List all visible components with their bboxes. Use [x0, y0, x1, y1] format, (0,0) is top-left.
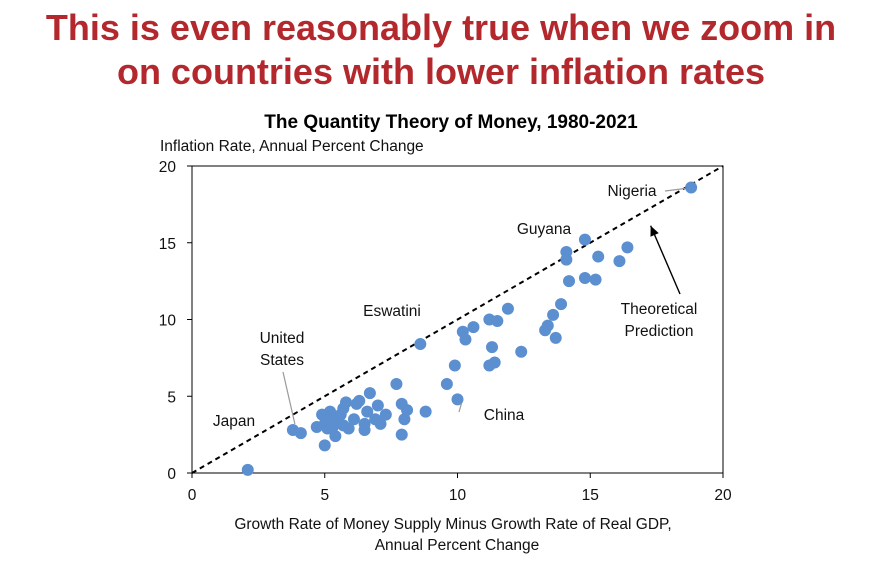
axis-ticks: 0 5 10 15 20 0 5 10 15 20 — [159, 159, 732, 504]
annotation-eswatini: Eswatini — [363, 303, 421, 320]
data-point-6 — [318, 439, 331, 452]
data-point-33 — [401, 404, 414, 417]
data-point-40 — [459, 333, 472, 346]
data-points — [241, 181, 698, 476]
data-point-58 — [578, 233, 591, 246]
theoretical-arrow-head — [650, 225, 659, 237]
data-point-62 — [621, 241, 634, 254]
data-point-50 — [541, 319, 554, 332]
annotation-leaders — [282, 187, 686, 425]
headline-line-2: on countries with lower inflation rates — [116, 51, 766, 92]
theoretical-prediction-line — [191, 165, 724, 474]
data-point-16 — [339, 396, 352, 409]
data-point-51 — [547, 308, 560, 321]
y-tick-label-5: 5 — [167, 389, 176, 406]
y-tick-label-0: 0 — [167, 466, 176, 483]
y-tick-label-15: 15 — [159, 236, 176, 253]
data-point-52 — [549, 331, 562, 344]
data-point-18 — [347, 413, 360, 426]
x-tick-label-20: 20 — [714, 487, 732, 504]
annotation-japan: Japan — [213, 413, 255, 430]
data-point-60 — [592, 250, 605, 263]
x-tick-label-0: 0 — [188, 487, 197, 504]
data-point-32 — [398, 413, 411, 426]
data-point-46 — [491, 315, 504, 328]
leader-china — [458, 403, 463, 413]
reference-45-line — [191, 165, 724, 474]
theoretical-arrow-shaft — [650, 225, 681, 295]
annotation-united-states-line-1: United — [260, 330, 305, 347]
data-point-44 — [486, 341, 499, 354]
data-point-55 — [560, 253, 573, 266]
data-point-11 — [329, 430, 342, 443]
leader-nigeria — [664, 187, 686, 192]
data-point-22 — [358, 424, 371, 437]
data-point-59 — [589, 273, 602, 286]
annotation-theoretical-line-2: Prediction — [625, 323, 694, 340]
x-tick-label-5: 5 — [320, 487, 329, 504]
data-point-56 — [563, 275, 576, 288]
annotation-china: China — [484, 407, 525, 424]
data-point-41 — [467, 321, 480, 334]
x-axis-label-line-1: Growth Rate of Money Supply Minus Growth… — [234, 516, 671, 533]
data-point-24 — [363, 387, 376, 400]
data-point-48 — [515, 345, 528, 358]
slide-headline: This is even reasonably true when we zoo… — [0, 6, 882, 94]
data-point-20 — [353, 394, 366, 407]
x-axis-label-line-2: Annual Percent Change — [375, 537, 540, 554]
chart-title: The Quantity Theory of Money, 1980-2021 — [264, 112, 638, 133]
data-point-37 — [448, 359, 461, 372]
data-point-28 — [379, 408, 392, 421]
data-point-61 — [613, 255, 626, 268]
data-point-57 — [578, 272, 591, 285]
data-point-63 — [685, 181, 698, 194]
data-point-2 — [294, 427, 307, 440]
y-tick-label-20: 20 — [159, 159, 177, 176]
data-point-35 — [419, 405, 432, 418]
leader-united-states — [282, 371, 296, 425]
data-point-47 — [501, 302, 514, 315]
data-point-38 — [451, 393, 464, 406]
annotation-united-states-line-2: States — [260, 352, 304, 369]
data-point-27 — [374, 417, 387, 430]
x-tick-label-10: 10 — [449, 487, 467, 504]
annotation-theoretical-line-1: Theoretical — [621, 301, 698, 318]
data-point-17 — [342, 422, 355, 435]
data-point-31 — [395, 428, 408, 441]
data-point-36 — [440, 377, 453, 390]
x-tick-label-15: 15 — [582, 487, 599, 504]
y-axis-label: Inflation Rate, Annual Percent Change — [160, 138, 424, 155]
data-point-53 — [555, 298, 568, 311]
annotation-guyana: Guyana — [517, 221, 572, 238]
data-point-45 — [488, 356, 501, 369]
annotation-nigeria: Nigeria — [607, 183, 656, 200]
data-point-34 — [414, 338, 427, 351]
data-point-29 — [390, 377, 403, 390]
data-point-23 — [361, 405, 374, 418]
y-tick-label-10: 10 — [159, 313, 177, 330]
data-point-26 — [371, 399, 384, 412]
headline-line-1: This is even reasonably true when we zoo… — [45, 7, 837, 48]
data-point-0 — [241, 463, 254, 476]
